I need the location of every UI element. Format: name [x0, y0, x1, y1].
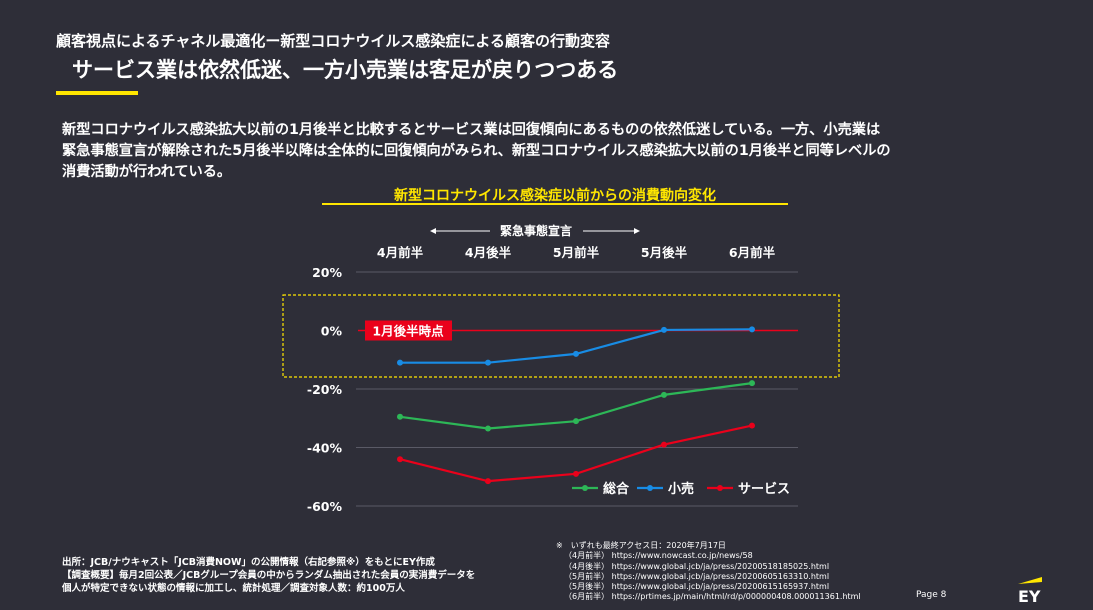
baseline-label-bg: [365, 320, 452, 341]
page-header-title: 顧客視点によるチャネル最適化ー新型コロナウイルス感染症による顧客の行動変容: [56, 32, 610, 50]
chart-title: 新型コロナウイルス感染症以前からの消費動向変化: [394, 188, 716, 204]
data-point: [397, 456, 403, 463]
access-note: ※ いずれも最終アクセス日：2020年7月17日 （4月前半） https://…: [556, 541, 861, 603]
legend-marker: [717, 485, 723, 491]
access-url: （4月前半） https://www.nowcast.co.jp/news/58: [564, 551, 753, 561]
access-url: （5月後半） https://www.global.jcb/ja/press/2…: [564, 582, 830, 592]
summary-line: 消費活動が行われている。: [62, 164, 232, 180]
y-tick-label: -40%: [307, 441, 343, 456]
x-tick-label: 5月前半: [553, 245, 600, 260]
x-tick-label: 6月前半: [729, 245, 776, 260]
x-tick-label: 5月後半: [641, 245, 688, 260]
legend-label: 小売: [668, 481, 694, 497]
summary-line: 緊急事態宣言が解除された5月後半以降は全体的に回復傾向がみられ、新型コロナウイル…: [62, 143, 891, 159]
source-line: 出所：JCB/ナウキャスト「JCB消費NOW」の公開情報（右記参照※）をもとにE…: [62, 557, 435, 568]
source-line: 【調査概要】毎月2回公表／JCBグループ会員の中からランダム抽出された会員の実消…: [62, 570, 476, 581]
access-url: （6月前半） https://prtimes.jp/main/html/rd/p…: [564, 592, 861, 602]
y-tick-label: 20%: [312, 265, 342, 280]
data-point: [485, 478, 491, 485]
legend-label: 総合: [603, 481, 630, 497]
legend-label: サービス: [738, 481, 790, 497]
summary-line: 新型コロナウイルス感染拡大以前の1月後半と比較するとサービス業は回復傾向にあるも…: [62, 122, 881, 138]
page-subtitle: サービス業は依然低迷、一方小売業は客足が戻りつつある: [72, 58, 619, 82]
y-tick-label: 0%: [321, 324, 343, 339]
summary-paragraph: 新型コロナウイルス感染拡大以前の1月後半と比較するとサービス業は回復傾向にあるも…: [62, 120, 1052, 183]
data-point: [749, 422, 755, 429]
data-point: [397, 359, 403, 366]
data-point: [573, 418, 579, 425]
data-point: [661, 441, 667, 448]
legend-marker: [647, 485, 653, 491]
y-tick-label: -20%: [307, 382, 343, 397]
data-point: [749, 326, 755, 333]
x-tick-label: 4月前半: [377, 245, 424, 260]
data-point: [749, 380, 755, 387]
page-number: Page 8: [916, 590, 947, 600]
data-point: [661, 326, 667, 333]
ey-logo: EY: [1018, 577, 1042, 604]
y-tick-label: -60%: [307, 499, 343, 514]
access-url: （4月後半） https://www.global.jcb/ja/press/2…: [564, 561, 830, 571]
highlight-box: [282, 294, 840, 378]
source-note: 出所：JCB/ナウキャスト「JCB消費NOW」の公開情報（右記参照※）をもとにE…: [62, 556, 475, 595]
data-point: [397, 413, 403, 420]
data-point: [485, 425, 491, 432]
period-arrowhead-right: [634, 228, 640, 234]
period-label: 緊急事態宣言: [500, 223, 572, 238]
data-point: [485, 359, 491, 366]
access-title: ※ いずれも最終アクセス日：2020年7月17日: [556, 541, 726, 550]
series-line: [400, 328, 753, 364]
x-tick-label: 4月後半: [465, 245, 512, 260]
baseline-label: 1月後半時点: [372, 324, 444, 339]
header-accent-bar: [56, 91, 138, 95]
chart-title-underline: [322, 203, 788, 205]
period-arrowhead-left: [430, 228, 436, 234]
legend-marker: [582, 485, 588, 491]
ey-logo-text: EY: [1018, 587, 1041, 604]
source-line: 個人が特定できない状態の情報に加工し、統計処理／調査対象人数：約100万人: [62, 583, 405, 594]
data-point: [573, 470, 579, 477]
data-point: [661, 391, 667, 398]
data-point: [573, 350, 579, 357]
access-url: （5月前半） https://www.global.jcb/ja/press/2…: [564, 571, 830, 581]
